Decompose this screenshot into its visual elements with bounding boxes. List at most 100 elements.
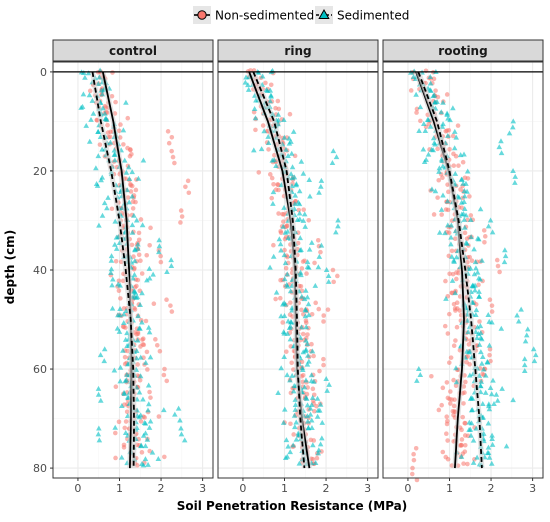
data-point-sedimented — [498, 325, 505, 331]
data-point-sedimented — [298, 158, 305, 164]
data-point-sedimented — [135, 175, 142, 181]
data-point-sedimented — [501, 259, 508, 265]
data-point-sedimented — [292, 396, 299, 402]
data-point-non-sedimented — [135, 362, 140, 367]
data-point-non-sedimented — [129, 242, 135, 248]
data-point-sedimented — [108, 269, 114, 275]
data-point-sedimented — [515, 318, 522, 324]
data-point-non-sedimented — [299, 266, 305, 271]
data-point-non-sedimented — [442, 323, 448, 329]
data-point-non-sedimented — [288, 300, 293, 305]
data-point-sedimented — [314, 413, 321, 419]
data-point-sedimented — [281, 276, 288, 282]
data-point-non-sedimented — [461, 461, 466, 466]
data-point-non-sedimented — [321, 362, 326, 368]
data-point-non-sedimented — [444, 128, 450, 133]
data-point-sedimented — [461, 216, 468, 222]
data-point-sedimented — [284, 330, 291, 336]
data-point-sedimented — [133, 294, 140, 300]
data-point-sedimented — [120, 347, 126, 353]
data-point-sedimented — [531, 358, 538, 364]
x-tick-label: 1 — [281, 482, 288, 495]
y-tick-label: 60 — [33, 363, 47, 376]
data-point-sedimented — [275, 390, 281, 396]
data-point-sedimented — [267, 87, 274, 93]
data-point-sedimented — [284, 228, 291, 234]
data-point-sedimented — [491, 400, 497, 406]
data-point-sedimented — [287, 377, 293, 383]
data-point-sedimented — [124, 371, 130, 377]
data-point-sedimented — [323, 267, 330, 272]
data-point-non-sedimented — [282, 247, 287, 253]
data-point-sedimented — [464, 168, 471, 174]
data-point-sedimented — [304, 341, 311, 347]
data-point-non-sedimented — [172, 160, 177, 166]
data-point-non-sedimented — [445, 207, 451, 213]
data-point-sedimented — [415, 366, 422, 372]
data-point-sedimented — [432, 141, 438, 147]
data-point-sedimented — [297, 235, 304, 241]
data-point-sedimented — [488, 460, 495, 466]
data-point-sedimented — [117, 305, 123, 311]
data-point-sedimented — [168, 257, 174, 263]
data-point-non-sedimented — [462, 390, 467, 395]
data-point-non-sedimented — [449, 248, 455, 254]
data-point-sedimented — [448, 241, 454, 247]
data-point-sedimented — [532, 352, 539, 358]
data-point-sedimented — [109, 282, 115, 288]
data-point-non-sedimented — [178, 220, 183, 225]
data-point-sedimented — [286, 135, 292, 141]
data-point-sedimented — [284, 372, 290, 378]
data-point-sedimented — [100, 105, 106, 111]
data-point-sedimented — [96, 425, 102, 431]
data-point-non-sedimented — [158, 259, 164, 265]
data-point-sedimented — [261, 128, 267, 134]
data-point-sedimented — [110, 276, 116, 282]
data-point-non-sedimented — [97, 142, 103, 147]
data-point-sedimented — [112, 424, 119, 430]
data-point-sedimented — [325, 278, 332, 284]
data-point-sedimented — [417, 371, 424, 377]
data-point-sedimented — [177, 417, 183, 423]
data-point-non-sedimented — [169, 148, 174, 154]
data-point-non-sedimented — [460, 159, 466, 165]
data-point-sedimented — [265, 133, 271, 139]
data-point-sedimented — [178, 425, 184, 431]
data-point-sedimented — [303, 394, 309, 400]
data-point-non-sedimented — [287, 111, 293, 117]
data-point-non-sedimented — [482, 234, 488, 239]
y-axis-title: depth (cm) — [3, 230, 17, 304]
data-point-sedimented — [135, 241, 141, 247]
data-point-sedimented — [485, 420, 492, 426]
data-point-non-sedimented — [477, 319, 482, 324]
data-point-sedimented — [134, 337, 141, 343]
data-point-sedimented — [521, 368, 528, 374]
data-point-sedimented — [298, 324, 305, 330]
data-point-sedimented — [314, 395, 321, 401]
data-point-sedimented — [129, 169, 136, 175]
data-point-sedimented — [425, 151, 432, 157]
data-point-sedimented — [146, 275, 153, 281]
data-point-non-sedimented — [321, 313, 327, 318]
x-tick-label: 2 — [158, 482, 165, 495]
x-axis-control: 0 1 2 3 — [74, 478, 206, 495]
data-point-sedimented — [113, 245, 120, 251]
data-point-sedimented — [118, 454, 125, 460]
data-point-sedimented — [440, 192, 446, 198]
data-point-sedimented — [333, 229, 339, 235]
data-point-sedimented — [168, 263, 175, 269]
data-point-sedimented — [301, 211, 308, 217]
data-point-sedimented — [281, 134, 288, 140]
data-point-sedimented — [521, 362, 528, 368]
data-point-sedimented — [146, 329, 153, 335]
data-point-sedimented — [123, 99, 129, 105]
data-point-sedimented — [175, 405, 182, 411]
data-point-non-sedimented — [418, 118, 423, 124]
data-point-non-sedimented — [113, 455, 118, 461]
data-point-non-sedimented — [275, 98, 281, 104]
data-point-non-sedimented — [465, 461, 470, 467]
data-point-sedimented — [123, 377, 130, 383]
data-point-sedimented — [467, 217, 474, 223]
data-point-non-sedimented — [113, 384, 119, 389]
data-point-non-sedimented — [147, 242, 152, 248]
